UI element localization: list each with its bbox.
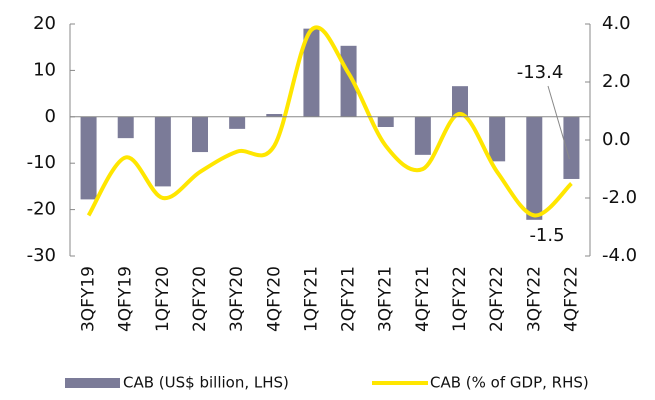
y2-tick-label: -2.0 <box>602 187 637 208</box>
x-tick-label: 2QFY20 <box>190 266 210 332</box>
bar <box>303 28 320 117</box>
bar <box>192 116 208 153</box>
bar <box>563 116 580 179</box>
x-tick-label: 4QFY20 <box>264 266 284 332</box>
y2-tick-label: 4.0 <box>602 13 631 34</box>
y-tick-label: 20 <box>33 13 56 34</box>
y-tick-label: -20 <box>27 199 56 220</box>
bar <box>489 116 506 162</box>
bar <box>266 114 283 117</box>
y2-tick-label: -4.0 <box>602 245 637 266</box>
bar <box>229 116 246 129</box>
bar <box>117 116 134 139</box>
bar <box>452 86 468 117</box>
legend-label: CAB (US$ billion, LHS) <box>123 374 289 392</box>
data-label: -13.4 <box>517 62 564 83</box>
bar <box>377 116 394 128</box>
bar <box>526 116 543 220</box>
x-tick-label: 4QFY19 <box>116 266 136 332</box>
x-tick-label: 2QFY22 <box>487 266 507 332</box>
x-tick-label: 4QFY22 <box>561 266 581 332</box>
x-tick-label: 3QFY21 <box>376 266 396 332</box>
y2-tick-label: 0.0 <box>602 129 631 150</box>
x-tick-label: 1QFY20 <box>153 266 173 332</box>
y-tick-label: -30 <box>27 245 56 266</box>
bar <box>154 116 171 187</box>
y-tick-label: 10 <box>33 59 56 80</box>
x-tick-label: 4QFY21 <box>413 266 433 332</box>
line <box>86 25 573 218</box>
data-label: -1.5 <box>529 225 564 246</box>
y-tick-label: -10 <box>27 152 56 173</box>
bar <box>414 116 431 155</box>
x-tick-label: 1QFY22 <box>450 266 470 332</box>
x-tick-label: 3QFY19 <box>79 266 99 332</box>
y2-tick-label: 2.0 <box>602 71 631 92</box>
label-leader <box>547 85 570 160</box>
y-tick-label: 0 <box>45 106 56 127</box>
x-tick-label: 3QFY20 <box>227 266 247 332</box>
x-tick-label: 3QFY22 <box>524 266 544 332</box>
x-tick-label: 1QFY21 <box>301 266 321 332</box>
legend-swatch <box>65 378 120 388</box>
x-tick-label: 2QFY21 <box>339 266 359 332</box>
legend-label: CAB (% of GDP, RHS) <box>430 374 589 392</box>
bar <box>80 116 97 200</box>
